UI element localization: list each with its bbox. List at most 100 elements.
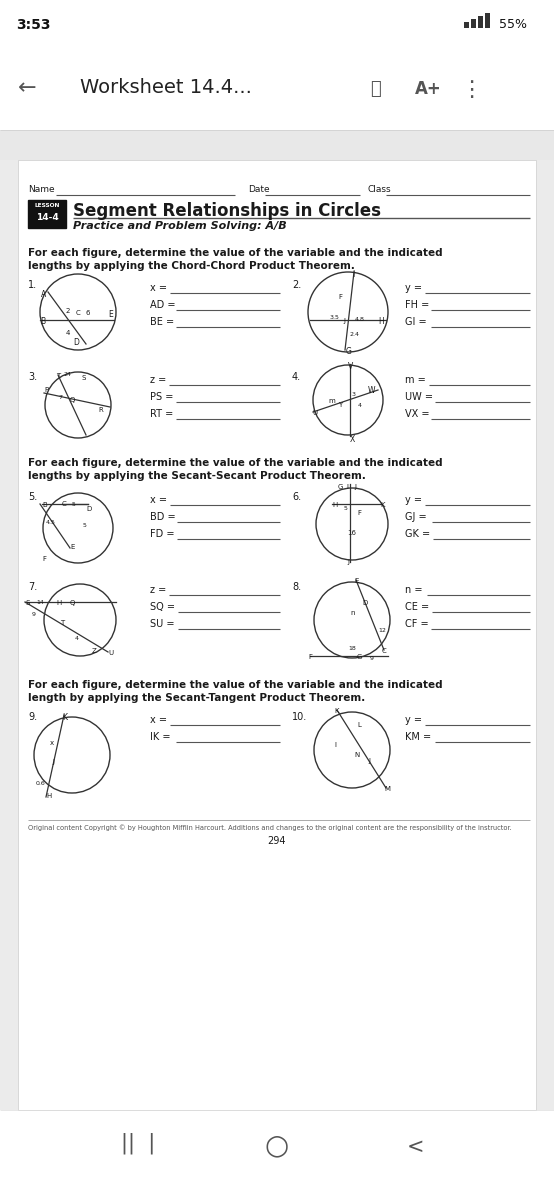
- Text: GJ =: GJ =: [405, 512, 427, 522]
- Text: 3: 3: [352, 392, 356, 397]
- Text: S: S: [82, 374, 86, 382]
- Text: G: G: [338, 484, 343, 490]
- Text: 12: 12: [378, 628, 386, 634]
- Text: R: R: [98, 407, 102, 413]
- Text: 2.4: 2.4: [350, 332, 360, 337]
- Text: AD =: AD =: [150, 300, 176, 310]
- Text: Worksheet 14.4...: Worksheet 14.4...: [80, 78, 252, 97]
- FancyBboxPatch shape: [0, 130, 554, 160]
- Text: C: C: [382, 648, 387, 654]
- Text: z =: z =: [150, 374, 166, 385]
- Text: Date: Date: [248, 185, 270, 194]
- Text: C: C: [76, 310, 81, 316]
- Text: H: H: [378, 317, 384, 326]
- Text: 24: 24: [64, 372, 72, 377]
- Text: 4.5: 4.5: [46, 520, 56, 526]
- Text: 3.5: 3.5: [330, 314, 340, 320]
- Text: ○: ○: [265, 1130, 289, 1159]
- Text: VX =: VX =: [405, 409, 429, 419]
- Text: F: F: [308, 654, 312, 660]
- FancyBboxPatch shape: [478, 16, 483, 28]
- Text: GI =: GI =: [405, 317, 427, 326]
- Text: 6: 6: [86, 310, 90, 316]
- Text: Y: Y: [338, 402, 342, 408]
- Text: m =: m =: [405, 374, 426, 385]
- Text: S: S: [26, 600, 30, 606]
- Text: J: J: [347, 559, 349, 565]
- FancyBboxPatch shape: [28, 200, 66, 228]
- Text: ||  |: || |: [121, 1133, 156, 1154]
- FancyBboxPatch shape: [0, 60, 554, 130]
- Text: X: X: [350, 434, 355, 444]
- Text: E: E: [108, 310, 113, 319]
- Text: y =: y =: [405, 494, 422, 505]
- Text: Name: Name: [28, 185, 55, 194]
- Text: PS =: PS =: [150, 392, 173, 402]
- Text: Original content Copyright © by Houghton Mifflin Harcourt. Additions and changes: Original content Copyright © by Houghton…: [28, 824, 512, 830]
- Text: Class: Class: [368, 185, 392, 194]
- Text: 16: 16: [347, 530, 356, 536]
- Text: V: V: [348, 362, 353, 371]
- Text: BD =: BD =: [150, 512, 176, 522]
- Text: 8.: 8.: [292, 582, 301, 592]
- Text: 7.: 7.: [28, 582, 37, 592]
- Text: N: N: [354, 752, 359, 758]
- Text: n: n: [350, 610, 355, 616]
- Text: ⋮: ⋮: [460, 80, 482, 100]
- Text: FD =: FD =: [150, 529, 175, 539]
- Text: z =: z =: [150, 584, 166, 595]
- Text: x: x: [50, 740, 54, 746]
- Text: H: H: [332, 502, 337, 508]
- Text: 18: 18: [348, 646, 356, 650]
- FancyBboxPatch shape: [464, 22, 469, 28]
- Text: 4.8: 4.8: [355, 317, 365, 322]
- Text: x =: x =: [150, 283, 167, 293]
- Text: 4: 4: [358, 403, 362, 408]
- Text: T: T: [56, 373, 60, 379]
- Text: B: B: [42, 502, 47, 508]
- Text: 5: 5: [344, 506, 348, 511]
- Text: T: T: [60, 620, 64, 626]
- Text: 2: 2: [66, 308, 70, 314]
- Text: K: K: [380, 502, 384, 508]
- FancyBboxPatch shape: [0, 1110, 554, 1200]
- FancyBboxPatch shape: [485, 13, 490, 28]
- Text: RT =: RT =: [150, 409, 173, 419]
- Text: K: K: [62, 713, 67, 722]
- Text: y =: y =: [405, 715, 422, 725]
- Text: G: G: [357, 654, 362, 660]
- Text: LESSON: LESSON: [34, 203, 60, 208]
- FancyBboxPatch shape: [0, 0, 554, 60]
- Text: SQ =: SQ =: [150, 602, 175, 612]
- Text: J: J: [354, 484, 356, 490]
- Text: C: C: [62, 502, 66, 506]
- Text: 2.: 2.: [292, 280, 301, 290]
- Text: U: U: [108, 650, 113, 656]
- Text: 0.6: 0.6: [36, 781, 46, 786]
- Text: 10.: 10.: [292, 712, 307, 722]
- Text: GK =: GK =: [405, 529, 430, 539]
- Text: A: A: [41, 290, 46, 299]
- Text: lengths by applying the Secant-Secant Product Theorem.: lengths by applying the Secant-Secant Pr…: [28, 470, 366, 481]
- Text: B: B: [40, 317, 45, 326]
- Text: y =: y =: [405, 283, 422, 293]
- Text: KM =: KM =: [405, 732, 431, 742]
- Text: 9: 9: [370, 656, 374, 661]
- Text: 55%: 55%: [499, 18, 527, 31]
- Text: x =: x =: [150, 715, 167, 725]
- Text: F: F: [357, 510, 361, 516]
- Text: 🔍: 🔍: [370, 80, 381, 98]
- Text: F: F: [338, 294, 342, 300]
- Text: CE =: CE =: [405, 602, 429, 612]
- Text: G: G: [346, 347, 352, 356]
- Text: 3.: 3.: [28, 372, 37, 382]
- Text: Q: Q: [70, 397, 75, 403]
- Text: L: L: [357, 722, 361, 728]
- Text: 294: 294: [268, 836, 286, 846]
- Text: I: I: [352, 270, 354, 278]
- Text: length by applying the Secant-Tangent Product Theorem.: length by applying the Secant-Tangent Pr…: [28, 692, 365, 703]
- Text: F: F: [42, 556, 46, 562]
- Text: I: I: [334, 742, 336, 748]
- Text: 7: 7: [58, 395, 62, 400]
- Text: 5.: 5.: [28, 492, 37, 502]
